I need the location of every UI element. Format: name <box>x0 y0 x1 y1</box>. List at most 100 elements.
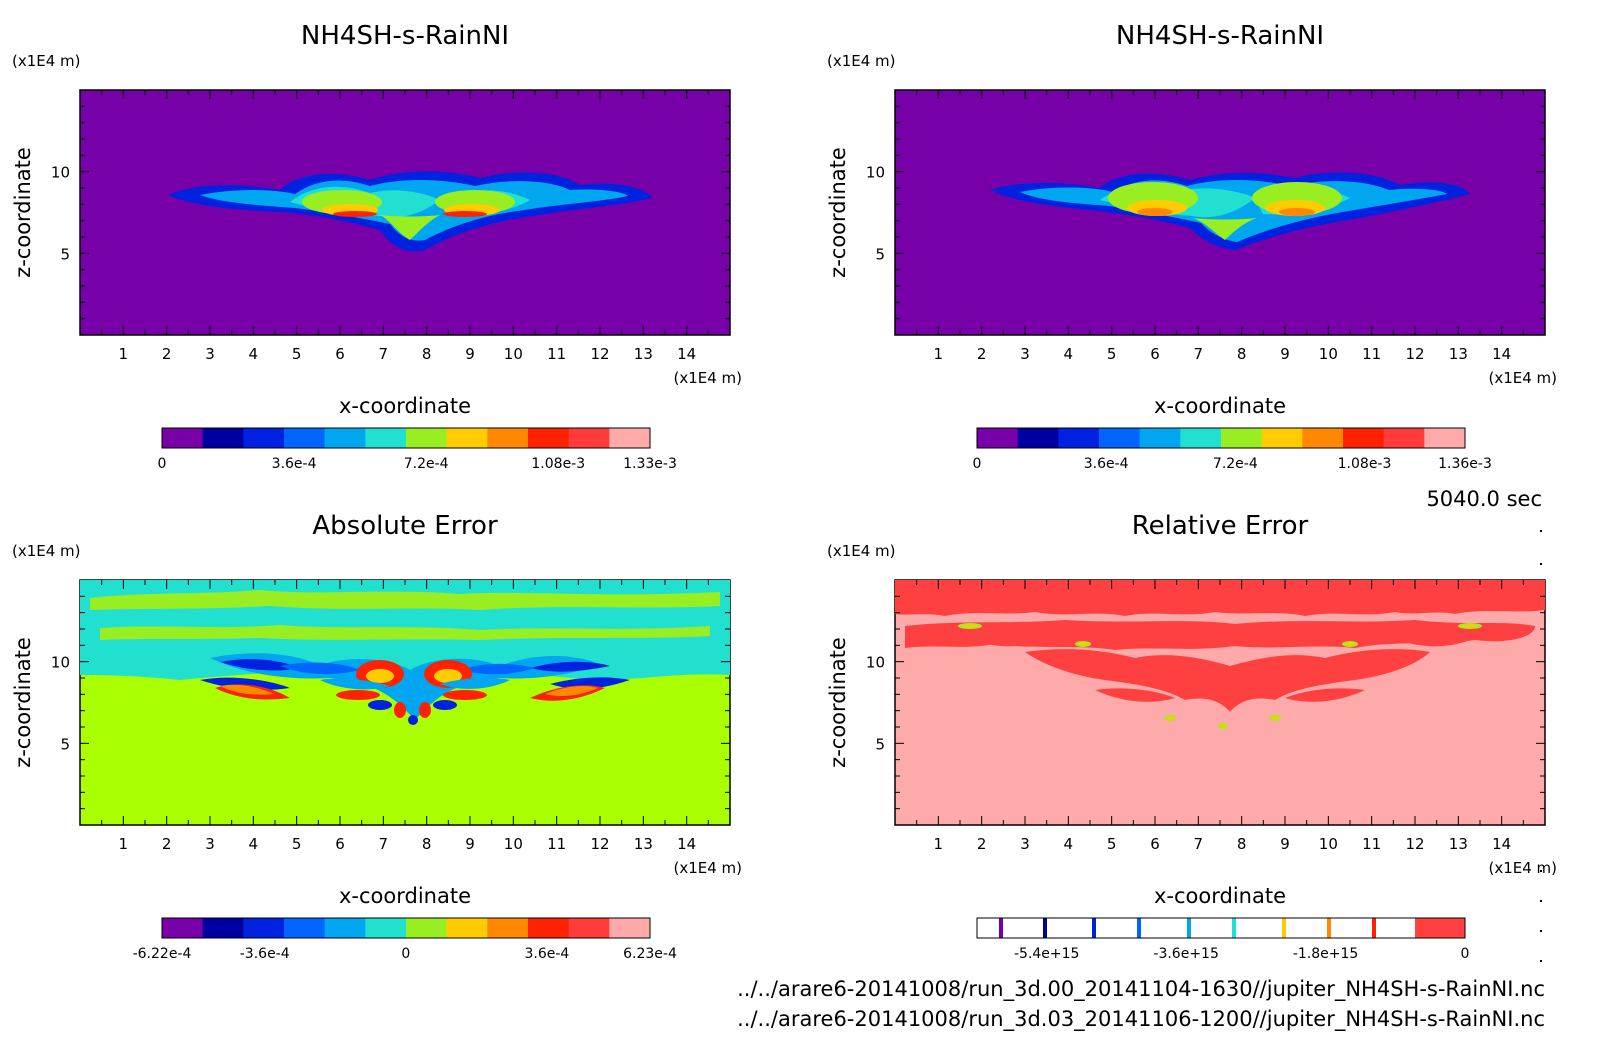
colorbar-label: 1.08e-3 <box>1338 456 1392 472</box>
x-tick-label: 6 <box>1150 835 1160 853</box>
x-tick-label: 11 <box>1362 345 1381 363</box>
panel-bottom-right <box>894 579 1546 826</box>
colorbar-frame <box>976 427 1466 449</box>
y-tick-label: 10 <box>51 164 70 182</box>
x-tick-label: 12 <box>1405 345 1424 363</box>
colorbar-segment <box>1327 918 1331 938</box>
x-tick-label: 13 <box>634 345 653 363</box>
panel-title: NH4SH-s-RainNI <box>301 21 509 51</box>
x-axis-title: x-coordinate <box>339 394 471 418</box>
x-tick-label: 7 <box>1194 835 1204 853</box>
panel-title: NH4SH-s-RainNI <box>1116 21 1324 51</box>
colorbar-label: 6.23e-4 <box>623 946 677 962</box>
x-tick-label: 3 <box>205 345 215 363</box>
x-tick-label: 1 <box>934 345 944 363</box>
x-tick-label: 5 <box>1107 835 1117 853</box>
colorbar-label: 7.2e-4 <box>1213 456 1258 472</box>
x-tick-label: 8 <box>422 835 432 853</box>
edge-dot <box>1540 960 1542 962</box>
x-tick-label: 14 <box>1492 345 1511 363</box>
colorbar-segment <box>1424 428 1466 448</box>
colorbar-label: -6.22e-4 <box>133 946 192 962</box>
x-tick-label: 5 <box>1107 345 1117 363</box>
axes-layer: NH4SH-s-RainNI (x1E4 m) (x1E4 m) x-coordina… <box>11 21 1557 962</box>
colorbar-segment <box>1383 428 1425 448</box>
colorbar-segment <box>1139 428 1181 448</box>
x-tick-label: 9 <box>1280 835 1290 853</box>
x-axis-title: x-coordinate <box>1154 394 1286 418</box>
x-tick-label: 8 <box>1237 835 1247 853</box>
colorbar-segment <box>1180 428 1222 448</box>
colorbar-segment <box>528 918 570 938</box>
colorbar-segment <box>1282 918 1286 938</box>
x-tick-label: 10 <box>1319 835 1338 853</box>
x-tick-label: 3 <box>1020 835 1030 853</box>
x-tick-label: 4 <box>1064 345 1074 363</box>
x-axis-title: x-coordinate <box>339 884 471 908</box>
colorbar-segment <box>1017 428 1059 448</box>
colorbar-label: -5.4e+15 <box>1014 946 1079 962</box>
x-tick-label: 10 <box>504 345 523 363</box>
colorbar-segment <box>284 918 326 938</box>
colorbar-segment <box>324 428 366 448</box>
x-tick-label: 13 <box>634 835 653 853</box>
y-axis-title: z-coordinate <box>11 147 35 278</box>
colorbar-segment <box>446 428 488 448</box>
colorbar-segment <box>202 428 244 448</box>
x-tick-label: 6 <box>335 345 345 363</box>
y-tick-label: 10 <box>866 654 885 672</box>
colorbar-segment <box>609 428 651 448</box>
cloud-field <box>168 171 652 252</box>
colorbar-segment <box>243 428 285 448</box>
x-tick-label: 14 <box>1492 835 1511 853</box>
x-tick-label: 8 <box>422 345 432 363</box>
x-tick-label: 2 <box>977 835 987 853</box>
source-file-2: ../../arare6-20141008/run_3d.03_20141106… <box>737 1007 1545 1031</box>
y-tick-label: 5 <box>875 245 885 263</box>
y-axis-title: z-coordinate <box>11 637 35 768</box>
colorbar-segment <box>1099 428 1141 448</box>
x-tick-label: 7 <box>379 835 389 853</box>
y-axis-title: z-coordinate <box>826 147 850 278</box>
colorbar-segment <box>977 918 1465 938</box>
colorbar-segment <box>977 428 1019 448</box>
panel-bottom-left <box>79 579 731 826</box>
colorbar-segment <box>568 428 610 448</box>
colorbar-label: 3.6e-4 <box>1084 456 1129 472</box>
x-tick-label: 12 <box>590 835 609 853</box>
y-unit-label: (x1E4 m) <box>12 542 81 560</box>
error-field <box>895 580 1545 729</box>
x-tick-label: 3 <box>1020 345 1030 363</box>
edge-dot <box>1540 563 1542 565</box>
colorbar-segment <box>999 918 1003 938</box>
x-tick-label: 3 <box>205 835 215 853</box>
x-tick-label: 11 <box>547 345 566 363</box>
x-tick-label: 6 <box>335 835 345 853</box>
right-edge-marks <box>1540 530 1542 962</box>
colorbar-label: 0 <box>1461 946 1470 962</box>
panel-title: Relative Error <box>1132 511 1309 541</box>
x-tick-label: 13 <box>1449 345 1468 363</box>
colorbar-label: 0 <box>973 456 982 472</box>
colorbar-segment <box>1137 918 1141 938</box>
colorbar-segment <box>487 918 529 938</box>
colorbar-segment <box>243 918 285 938</box>
x-tick-label: 5 <box>292 835 302 853</box>
colorbar-segment <box>1058 428 1100 448</box>
x-tick-label: 10 <box>1319 345 1338 363</box>
x-tick-label: 5 <box>292 345 302 363</box>
y-unit-label: (x1E4 m) <box>827 52 896 70</box>
x-tick-label: 4 <box>249 835 259 853</box>
x-tick-label: 6 <box>1150 345 1160 363</box>
y-tick-label: 5 <box>60 245 70 263</box>
time-label: 5040.0 sec <box>1426 487 1542 511</box>
edge-dot <box>1540 530 1542 532</box>
y-tick-label: 5 <box>875 735 885 753</box>
colorbar-label: -3.6e+15 <box>1153 946 1218 962</box>
colorbar-segment <box>1043 918 1047 938</box>
colorbar-segment <box>284 428 326 448</box>
panel-top-right <box>894 89 1546 336</box>
colorbar-segment <box>1092 918 1096 938</box>
colorbar-segment <box>1302 428 1344 448</box>
